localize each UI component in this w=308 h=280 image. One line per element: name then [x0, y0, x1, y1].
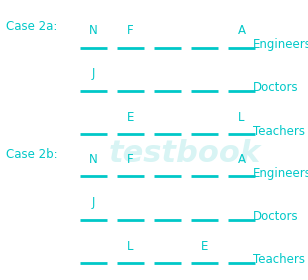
Text: Engineers: Engineers [253, 38, 308, 51]
Text: Doctors: Doctors [253, 210, 298, 223]
Text: F: F [127, 153, 134, 166]
Text: Teachers: Teachers [253, 253, 305, 266]
Text: L: L [238, 111, 245, 124]
Text: Teachers: Teachers [253, 125, 305, 137]
Text: J: J [92, 67, 95, 80]
Text: testbook: testbook [109, 139, 261, 169]
Text: N: N [89, 153, 98, 166]
Text: E: E [127, 111, 134, 124]
Text: N: N [89, 24, 98, 37]
Text: A: A [237, 153, 245, 166]
Text: A: A [237, 24, 245, 37]
Text: F: F [127, 24, 134, 37]
Text: Engineers: Engineers [253, 167, 308, 179]
Text: Case 2b:: Case 2b: [6, 148, 58, 161]
Text: L: L [127, 240, 134, 253]
Text: Doctors: Doctors [253, 81, 298, 94]
Text: Case 2a:: Case 2a: [6, 20, 58, 32]
Text: E: E [201, 240, 208, 253]
Text: J: J [92, 196, 95, 209]
